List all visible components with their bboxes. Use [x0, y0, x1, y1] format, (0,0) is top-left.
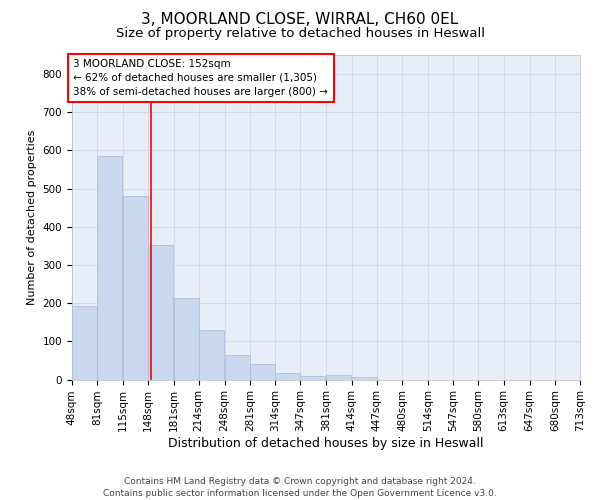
Bar: [72, 306, 97, 380]
Bar: [97, 156, 122, 380]
Text: 3, MOORLAND CLOSE, WIRRAL, CH60 0EL: 3, MOORLAND CLOSE, WIRRAL, CH60 0EL: [142, 12, 458, 28]
Bar: [148, 245, 173, 380]
Text: Size of property relative to detached houses in Heswall: Size of property relative to detached ho…: [115, 28, 485, 40]
Bar: [352, 378, 377, 380]
Bar: [199, 330, 224, 380]
Y-axis label: Number of detached properties: Number of detached properties: [27, 130, 37, 305]
Bar: [173, 298, 199, 380]
Bar: [250, 364, 275, 380]
X-axis label: Distribution of detached houses by size in Heswall: Distribution of detached houses by size …: [168, 437, 484, 450]
Text: 3 MOORLAND CLOSE: 152sqm
← 62% of detached houses are smaller (1,305)
38% of sem: 3 MOORLAND CLOSE: 152sqm ← 62% of detach…: [73, 59, 328, 97]
Bar: [225, 355, 250, 380]
Bar: [301, 376, 325, 380]
Bar: [123, 196, 148, 380]
Bar: [326, 375, 352, 380]
Bar: [275, 372, 300, 380]
Text: Contains HM Land Registry data © Crown copyright and database right 2024.
Contai: Contains HM Land Registry data © Crown c…: [103, 476, 497, 498]
